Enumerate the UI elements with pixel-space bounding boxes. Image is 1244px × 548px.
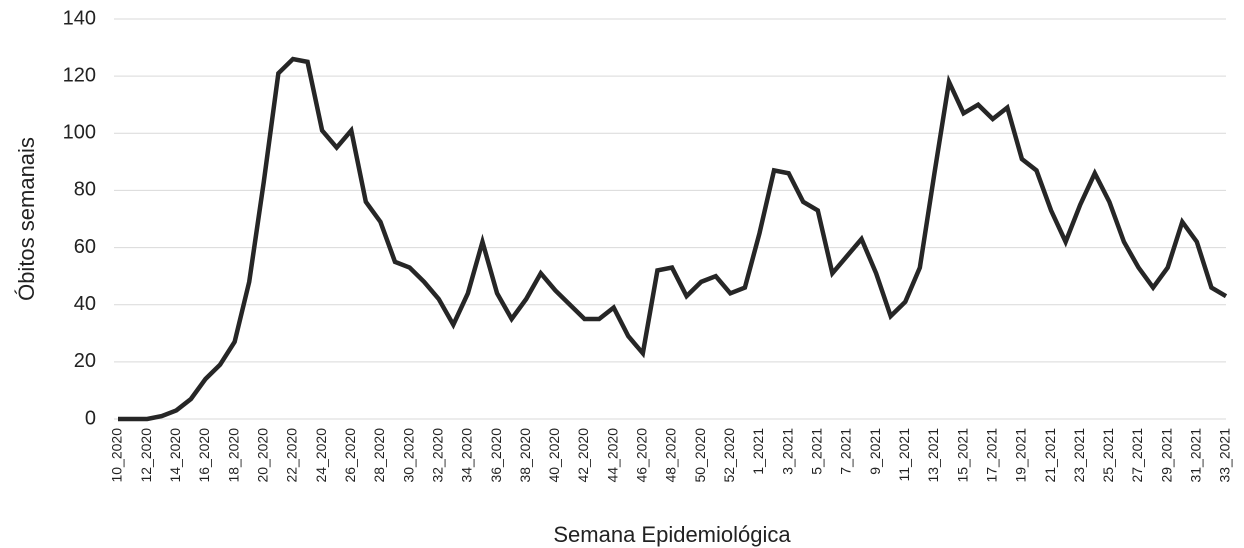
x-tick-label: 48_2020 — [663, 428, 679, 483]
x-tick-label: 23_2021 — [1071, 428, 1087, 483]
x-tick-label: 5_2021 — [808, 428, 824, 475]
x-tick-label: 25_2021 — [1100, 428, 1116, 483]
y-tick-label: 100 — [63, 122, 96, 144]
x-tick-label: 15_2021 — [954, 428, 970, 483]
x-tick-label: 11_2021 — [896, 428, 912, 482]
x-tick-label: 26_2020 — [342, 428, 358, 483]
y-axis-title: Óbitos semanais — [14, 137, 39, 301]
x-tick-label: 7_2021 — [838, 428, 854, 475]
x-tick-label: 16_2020 — [196, 428, 212, 483]
x-tick-label: 10_2020 — [109, 428, 125, 483]
x-tick-label: 22_2020 — [284, 428, 300, 483]
x-tick-label: 12_2020 — [138, 428, 154, 483]
y-tick-label: 40 — [74, 293, 96, 315]
y-tick-label: 20 — [74, 350, 96, 372]
y-tick-label: 120 — [63, 64, 96, 86]
x-tick-label: 20_2020 — [254, 428, 270, 483]
x-tick-label: 9_2021 — [867, 428, 883, 475]
x-tick-label: 3_2021 — [779, 428, 795, 475]
x-tick-label: 40_2020 — [546, 428, 562, 483]
x-tick-label: 17_2021 — [983, 428, 999, 483]
x-tick-label: 13_2021 — [925, 428, 941, 483]
x-tick-label: 50_2020 — [692, 428, 708, 483]
x-tick-label: 19_2021 — [1013, 428, 1029, 483]
x-tick-label: 32_2020 — [429, 428, 445, 483]
x-tick-label: 36_2020 — [488, 428, 504, 483]
x-tick-label: 1_2021 — [750, 428, 766, 475]
y-tick-label: 140 — [63, 7, 96, 29]
x-tick-label: 46_2020 — [634, 428, 650, 483]
x-tick-label: 14_2020 — [167, 428, 183, 483]
y-tick-label: 60 — [74, 236, 96, 258]
x-tick-label: 31_2021 — [1188, 428, 1204, 483]
x-tick-label: 44_2020 — [604, 428, 620, 483]
x-tick-label: 29_2021 — [1158, 428, 1174, 483]
x-tick-label: 42_2020 — [575, 428, 591, 483]
x-axis-title: Semana Epidemiológica — [553, 522, 791, 547]
line — [118, 56, 1228, 422]
x-tick-label: 18_2020 — [225, 428, 241, 483]
x-tick-label: 21_2021 — [1042, 428, 1058, 483]
x-tick-label: 34_2020 — [459, 428, 475, 483]
y-tick-label: 80 — [74, 179, 96, 201]
x-tick-label: 52_2020 — [721, 428, 737, 483]
x-tick-label: 24_2020 — [313, 428, 329, 483]
x-tick-label: 27_2021 — [1129, 428, 1145, 483]
x-tick-label: 33_2021 — [1217, 428, 1233, 483]
x-tick-label: 30_2020 — [400, 428, 416, 483]
x-tick-label: 38_2020 — [517, 428, 533, 483]
y-tick-label: 0 — [85, 407, 96, 429]
x-tick-label: 28_2020 — [371, 428, 387, 483]
